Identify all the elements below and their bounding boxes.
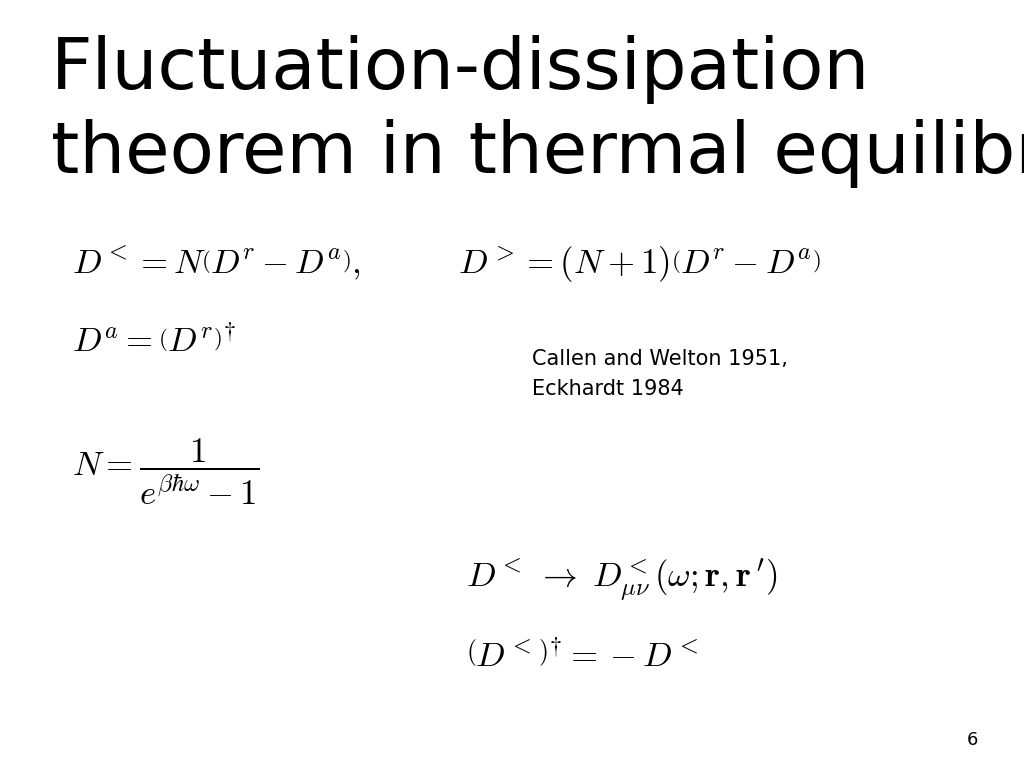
Text: $D^{<} = N\left(D^{r} - D^{a}\right),\qquad\quad D^{>} = (N+1)\left(D^{r} - D^{a: $D^{<} = N\left(D^{r} - D^{a}\right),\qq… — [72, 245, 821, 285]
Text: $N = \dfrac{1}{e^{\beta\hbar\omega} - 1}$: $N = \dfrac{1}{e^{\beta\hbar\omega} - 1}… — [72, 437, 259, 508]
Text: $D^{<} \;\rightarrow\; D^{<}_{\mu\nu}(\omega;\mathbf{r},\mathbf{r}\,')$: $D^{<} \;\rightarrow\; D^{<}_{\mu\nu}(\o… — [466, 557, 778, 603]
Text: $\left(D^{<}\right)^{\dagger} = -D^{<}$: $\left(D^{<}\right)^{\dagger} = -D^{<}$ — [466, 640, 698, 674]
Text: 6: 6 — [967, 731, 978, 749]
Text: theorem in thermal equilibrium: theorem in thermal equilibrium — [51, 119, 1024, 188]
Text: Fluctuation-dissipation: Fluctuation-dissipation — [51, 35, 870, 104]
Text: Callen and Welton 1951,
Eckhardt 1984: Callen and Welton 1951, Eckhardt 1984 — [532, 349, 788, 399]
Text: $D^{a} = \left(D^{r}\right)^{\dagger}$: $D^{a} = \left(D^{r}\right)^{\dagger}$ — [72, 325, 237, 359]
